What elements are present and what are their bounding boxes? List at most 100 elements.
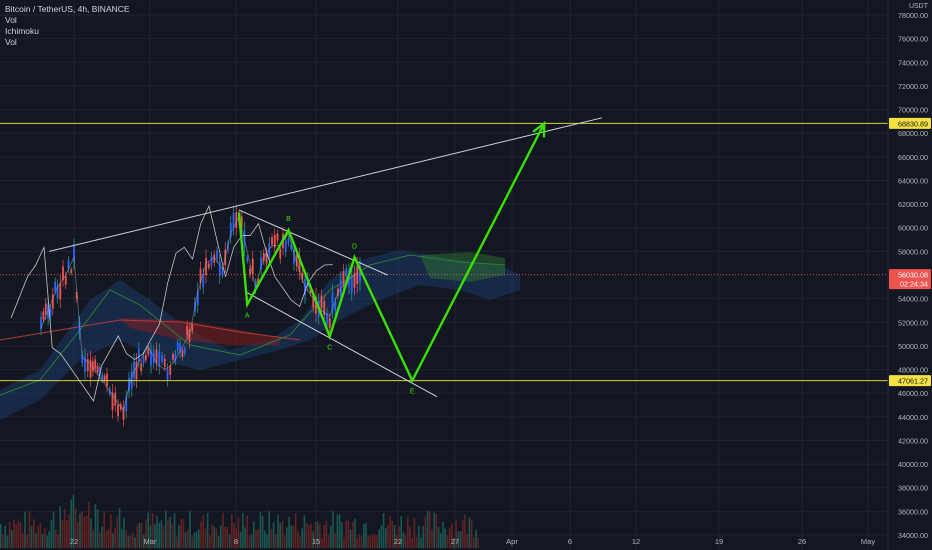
volume-bar xyxy=(103,511,105,548)
x-tick-label: 27 xyxy=(451,537,459,546)
candle-body xyxy=(359,265,361,283)
candle-body xyxy=(210,256,213,266)
volume-bar xyxy=(136,525,138,548)
candle-body xyxy=(271,236,273,245)
volume-bar xyxy=(382,513,385,548)
volume-bar xyxy=(110,513,112,548)
volume-bar xyxy=(470,519,473,548)
candle-body xyxy=(144,354,147,361)
volume-bar xyxy=(173,513,176,548)
candle-body xyxy=(161,355,163,363)
x-tick-label: 8 xyxy=(234,537,238,546)
volume-bar xyxy=(107,529,110,548)
volume-bar xyxy=(77,521,79,548)
candle-body xyxy=(246,256,249,262)
candle-body xyxy=(40,317,42,330)
volume-bar xyxy=(101,526,103,548)
volume-bar xyxy=(389,516,391,548)
candle-body xyxy=(298,255,301,272)
volume-bar xyxy=(154,524,156,548)
volume-bar xyxy=(63,508,66,548)
volume-bar xyxy=(138,522,141,548)
x-tick-label: 26 xyxy=(798,537,806,546)
volume-bar xyxy=(189,511,191,548)
volume-bar xyxy=(167,519,169,548)
volume-bar xyxy=(424,516,427,548)
y-tick-label: 66000.00 xyxy=(898,153,928,162)
volume-bar xyxy=(19,522,22,548)
y-tick-label: 42000.00 xyxy=(898,436,928,445)
price-tag xyxy=(889,117,931,129)
volume-bar xyxy=(378,529,380,548)
wave-label-B: B xyxy=(286,216,291,223)
volume-bar xyxy=(0,524,2,548)
volume-bar xyxy=(409,526,411,548)
y-tick-label: 62000.00 xyxy=(898,200,928,209)
volume-bar xyxy=(209,535,211,548)
x-tick-label: 22 xyxy=(394,537,402,546)
volume-bar xyxy=(187,529,189,548)
cloud-red xyxy=(120,318,280,345)
x-tick-label: May xyxy=(861,537,875,546)
volume-bar xyxy=(369,535,372,548)
candle-body xyxy=(47,304,49,319)
volume-bar xyxy=(380,525,383,548)
volume-bar xyxy=(451,523,453,548)
y-tick-label: 58000.00 xyxy=(898,247,928,256)
volume-bar xyxy=(88,501,90,548)
volume-bar xyxy=(468,517,471,548)
volume-bar xyxy=(162,525,165,548)
volume-bar xyxy=(334,533,336,548)
candle-body xyxy=(59,283,62,300)
price-tag-value: 68830.89 xyxy=(898,119,928,128)
candle-body xyxy=(350,276,353,293)
indicator-vol-2[interactable]: Vol xyxy=(5,37,17,47)
x-tick-label: 12 xyxy=(632,537,640,546)
volume-bar xyxy=(310,524,312,548)
volume-bar xyxy=(400,516,402,548)
volume-bar xyxy=(330,525,332,548)
volume-bar xyxy=(352,521,354,548)
candle-body xyxy=(345,268,348,277)
volume-bar xyxy=(391,520,394,548)
candle-body xyxy=(268,243,271,257)
volume-bar xyxy=(457,531,460,548)
volume-bar xyxy=(200,521,202,548)
candle-body xyxy=(342,271,345,286)
candle-body xyxy=(287,238,290,244)
volume-bar xyxy=(283,535,286,548)
volume-bar xyxy=(118,507,121,548)
candle-body xyxy=(81,354,84,363)
candle-body xyxy=(137,349,140,362)
candle-body xyxy=(62,266,64,280)
wave-label-D: D xyxy=(352,243,357,250)
indicator-ichimoku[interactable]: Ichimoku xyxy=(5,26,40,36)
volume-bar xyxy=(297,531,299,548)
candle-body xyxy=(265,252,268,264)
y-tick-label: 44000.00 xyxy=(898,413,928,422)
trendline xyxy=(238,209,388,276)
volume-bar xyxy=(217,536,220,548)
volume-bar xyxy=(246,515,248,548)
volume-bar xyxy=(105,530,108,548)
candle-body xyxy=(64,275,67,285)
volume-bar xyxy=(422,525,424,548)
candle-body xyxy=(216,250,218,259)
lagging-line xyxy=(10,204,333,402)
volume-bar xyxy=(52,511,55,548)
symbol-title[interactable]: Bitcoin / TetherUS, 4h, BINANCE xyxy=(5,4,130,14)
volume-bar xyxy=(44,528,46,548)
indicator-vol[interactable]: Vol xyxy=(5,15,17,25)
volume-bar xyxy=(83,516,86,548)
y-tick-label: 40000.00 xyxy=(898,460,928,469)
candle-body xyxy=(260,257,262,270)
volume-bar xyxy=(92,530,94,548)
volume-bar xyxy=(442,521,444,548)
candle-body xyxy=(54,281,57,291)
volume-bar xyxy=(374,534,376,548)
candle-body xyxy=(320,295,323,309)
volume-bar xyxy=(72,494,75,548)
volume-bar xyxy=(24,511,26,548)
